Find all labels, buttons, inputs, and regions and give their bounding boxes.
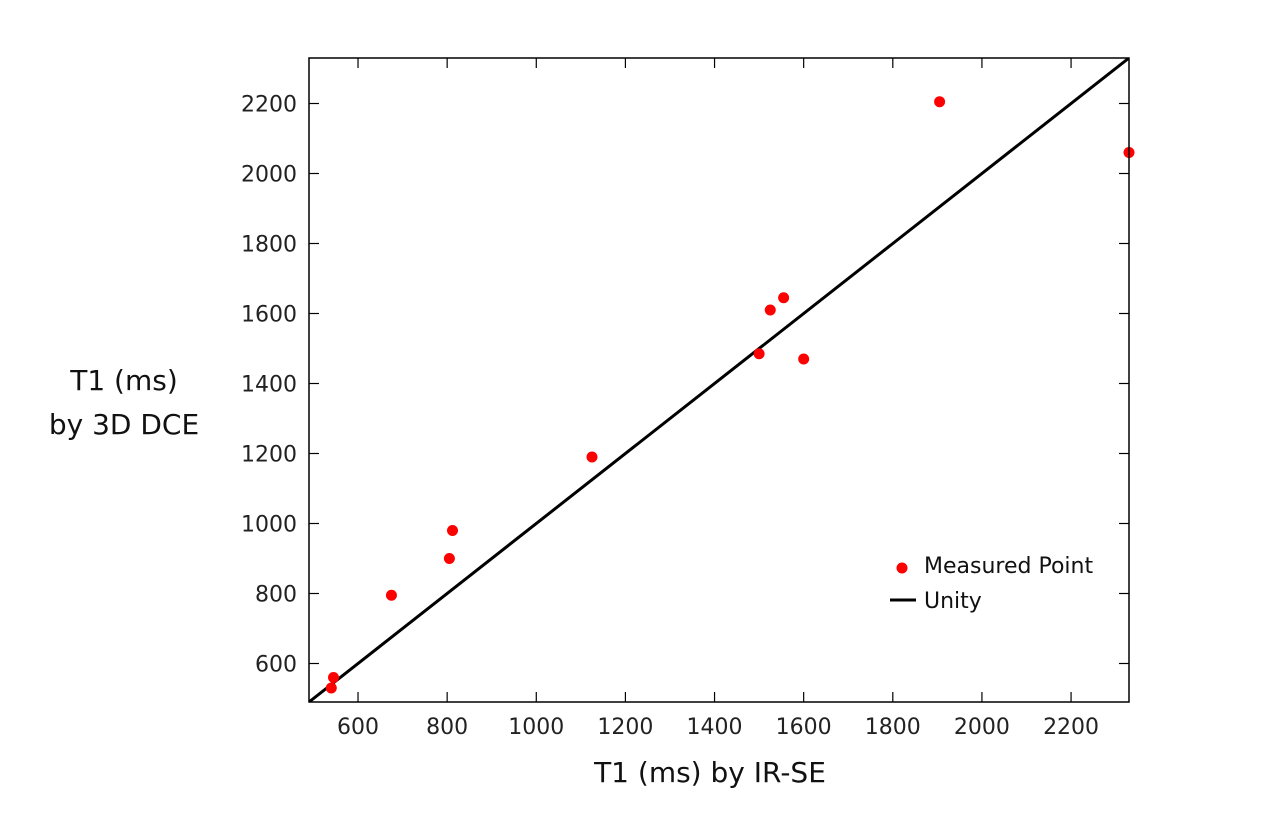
y-tick-label-2000: 2000 xyxy=(241,163,297,188)
x-tick-label-1000: 1000 xyxy=(508,715,564,740)
y-tick-label-1200: 1200 xyxy=(241,443,297,468)
y-tick-label-600: 600 xyxy=(255,653,297,678)
data-point-4 xyxy=(443,553,455,564)
unity-line xyxy=(309,58,1129,702)
x-tick-label-600: 600 xyxy=(337,715,379,740)
x-tick-label-1400: 1400 xyxy=(687,715,743,740)
x-tick-label-2000: 2000 xyxy=(954,715,1010,740)
x-tick-label-1200: 1200 xyxy=(597,715,653,740)
y-tick-label-1400: 1400 xyxy=(241,373,297,398)
y-tick-label-1000: 1000 xyxy=(241,513,297,538)
data-point-3 xyxy=(385,589,397,601)
data-point-1 xyxy=(325,682,337,694)
data-point-10 xyxy=(798,353,810,365)
data-point-9 xyxy=(778,292,790,304)
legend-marker-measured-point xyxy=(896,562,908,574)
plot-frame xyxy=(308,57,1130,703)
legend-label-unity: Unity xyxy=(924,589,982,614)
y-axis-title-line-1: T1 (ms) xyxy=(69,364,178,397)
data-point-8 xyxy=(764,304,776,316)
x-axis-title: T1 (ms) by IR-SE xyxy=(593,756,826,789)
data-point-5 xyxy=(447,525,458,536)
data-point-6 xyxy=(586,451,598,463)
legend: Measured Point Unity xyxy=(890,554,1093,614)
legend-label-measured-point: Measured Point xyxy=(924,554,1093,579)
y-tick-label-800: 800 xyxy=(255,583,297,608)
data-point-7 xyxy=(753,348,765,360)
x-tick-label-800: 800 xyxy=(426,715,468,740)
y-tick-label-2200: 2200 xyxy=(241,93,297,118)
x-tick-label-1800: 1800 xyxy=(865,715,921,740)
y-tick-label-1600: 1600 xyxy=(241,303,297,328)
x-tick-label-1600: 1600 xyxy=(776,715,832,740)
x-tick-label-2200: 2200 xyxy=(1043,715,1099,740)
y-axis-title-line-2: by 3D DCE xyxy=(49,408,199,441)
data-point-2 xyxy=(328,672,340,683)
data-point-11 xyxy=(934,96,946,108)
y-tick-label-1800: 1800 xyxy=(241,233,297,258)
